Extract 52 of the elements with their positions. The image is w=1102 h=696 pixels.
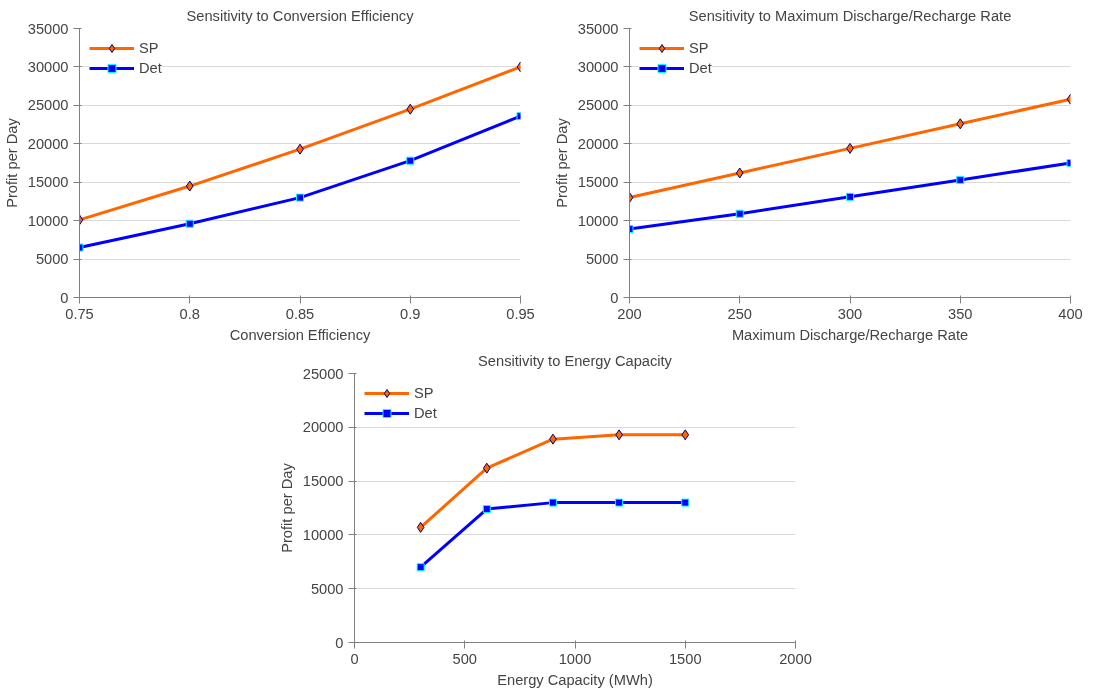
y-axis-title: Profit per Day xyxy=(278,462,295,553)
legend-label: Det xyxy=(414,405,437,421)
y-tick-label: 25000 xyxy=(302,365,344,382)
y-tick-label: 15000 xyxy=(577,174,619,191)
x-tick-label: 1500 xyxy=(668,650,702,667)
x-tick-label: 0.85 xyxy=(285,305,315,322)
y-tick-label: 35000 xyxy=(27,20,69,37)
x-tick-label: 1000 xyxy=(558,650,592,667)
x-tick-label: 0 xyxy=(350,650,359,667)
y-tick-label: 0 xyxy=(335,634,344,651)
y-tick-label: 20000 xyxy=(302,419,344,436)
legend-label: SP xyxy=(139,40,159,56)
x-tick-label: 0.9 xyxy=(400,305,421,322)
y-tick-label: 10000 xyxy=(302,526,344,543)
y-tick-label: 35000 xyxy=(577,20,619,37)
x-axis-title: Conversion Efficiency xyxy=(229,326,371,343)
y-tick-label: 25000 xyxy=(27,97,69,114)
y-tick-label: 5000 xyxy=(35,251,69,268)
x-tick-label: 400 xyxy=(1058,305,1083,322)
y-axis-title: Profit per Day xyxy=(3,117,20,208)
x-tick-label: 500 xyxy=(452,650,477,667)
x-tick-label: 0.75 xyxy=(65,305,94,322)
y-tick-label: 25000 xyxy=(577,97,619,114)
legend-label: SP xyxy=(414,385,434,401)
y-tick-label: 30000 xyxy=(577,58,619,75)
chart-title: Sensitivity to Conversion Efficiency xyxy=(186,7,415,24)
chart-title: Sensitivity to Maximum Discharge/Recharge Rate xyxy=(688,7,1012,24)
x-tick-label: 200 xyxy=(617,305,642,322)
y-tick-label: 0 xyxy=(610,289,619,306)
legend-label: Det xyxy=(139,60,162,76)
chart-title: Sensitivity to Energy Capacity xyxy=(478,352,673,369)
x-axis-title: Maximum Discharge/Recharge Rate xyxy=(731,326,969,343)
x-tick-label: 0.8 xyxy=(179,305,200,322)
y-tick-label: 20000 xyxy=(577,135,619,152)
y-tick-label: 15000 xyxy=(302,473,344,490)
y-tick-label: 10000 xyxy=(27,212,69,229)
y-axis-title: Profit per Day xyxy=(553,117,570,208)
legend-label: Det xyxy=(689,60,712,76)
y-tick-label: 5000 xyxy=(310,580,344,597)
x-axis-title: Energy Capacity (MWh) xyxy=(497,671,653,688)
x-tick-label: 300 xyxy=(837,305,863,322)
legend-label: SP xyxy=(689,40,709,56)
x-tick-label: 2000 xyxy=(779,650,812,667)
x-tick-label: 0.95 xyxy=(506,305,535,322)
y-tick-label: 30000 xyxy=(27,58,69,75)
x-tick-label: 350 xyxy=(948,305,973,322)
x-tick-label: 250 xyxy=(727,305,752,322)
y-tick-label: 20000 xyxy=(27,135,69,152)
y-tick-label: 10000 xyxy=(577,212,619,229)
y-tick-label: 15000 xyxy=(27,174,69,191)
y-tick-label: 0 xyxy=(60,289,69,306)
y-tick-label: 5000 xyxy=(585,251,619,268)
